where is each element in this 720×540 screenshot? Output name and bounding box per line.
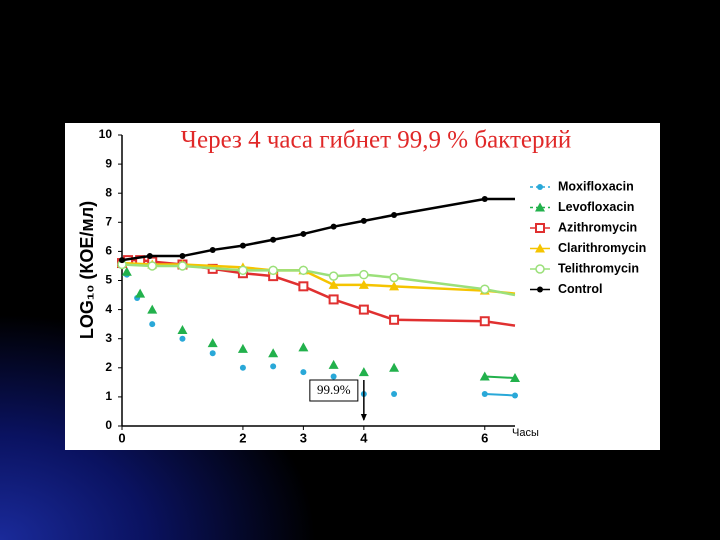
marker [359,269,369,280]
marker [237,343,248,353]
marker [298,281,309,292]
y-tick-label: 0 [105,418,112,432]
marker [481,390,488,397]
marker [358,304,369,315]
marker [149,321,156,328]
marker [268,265,278,276]
y-axis-label: LOG₁₀ (КОЕ/мл) [77,201,97,339]
marker [146,253,153,260]
legend-label: Azithromycin [558,220,637,234]
marker [328,279,339,289]
y-tick-label: 7 [105,214,112,228]
marker [391,390,398,397]
marker [480,284,490,294]
annotation-arrowhead [360,414,367,421]
y-tick-label: 4 [105,302,112,316]
marker [389,314,400,325]
marker [510,372,520,382]
marker [270,363,277,370]
y-tick-label: 10 [99,127,113,141]
marker [360,217,367,224]
marker [537,184,543,190]
annotation: 99.9% [317,382,351,397]
marker [270,236,277,243]
marker [535,202,545,212]
legend-label: Control [558,282,602,296]
marker [177,261,188,271]
marker [479,371,490,381]
series-line [121,197,515,262]
marker [328,359,339,369]
marker [389,281,400,291]
y-tick-label: 6 [105,244,112,258]
x-axis-label: Часы [512,427,539,439]
marker [300,230,307,237]
marker [147,304,158,314]
x-tick-label: 2 [239,430,246,445]
y-tick-label: 8 [105,185,112,199]
marker [300,369,307,376]
x-tick-label: 6 [481,430,488,445]
y-tick-label: 1 [105,389,112,403]
marker [389,272,399,283]
marker [121,266,132,276]
x-tick-label: 3 [300,430,307,445]
legend-label: Clarithromycin [558,241,646,255]
marker [537,286,543,293]
marker [209,350,216,357]
marker [268,348,279,358]
marker [239,242,246,249]
marker [330,373,337,380]
marker [535,264,545,274]
y-tick-label: 3 [105,331,112,345]
x-tick-label: 0 [118,430,125,445]
marker [207,338,218,348]
marker [298,342,309,352]
marker [209,246,216,253]
y-tick-label: 5 [105,273,112,287]
marker [328,271,339,281]
marker [179,335,186,342]
legend-label: Levofloxacin [558,200,634,214]
marker [177,324,188,334]
marker [330,223,337,230]
marker [389,362,400,372]
legend-label: Moxifloxacin [558,179,634,193]
marker [298,265,309,276]
x-tick-label: 4 [360,430,368,445]
marker [328,294,339,305]
y-tick-label: 2 [105,360,112,374]
y-tick-label: 9 [105,156,112,170]
chart-title: Через 4 часа гибнет 99,9 % бактерий [181,127,572,154]
marker [358,367,369,377]
marker [135,288,146,298]
marker [238,265,248,276]
marker [179,253,186,260]
marker [358,279,369,289]
marker [479,316,490,327]
marker [239,364,246,371]
marker [481,196,488,203]
legend-label: Telithromycin [558,261,639,275]
annotation-box [309,379,359,402]
marker [535,223,545,233]
series-tail [484,375,516,379]
marker [147,261,157,271]
marker [535,243,545,253]
marker [512,392,518,399]
marker [391,212,398,219]
series-tail [484,392,516,397]
marker [119,257,125,264]
